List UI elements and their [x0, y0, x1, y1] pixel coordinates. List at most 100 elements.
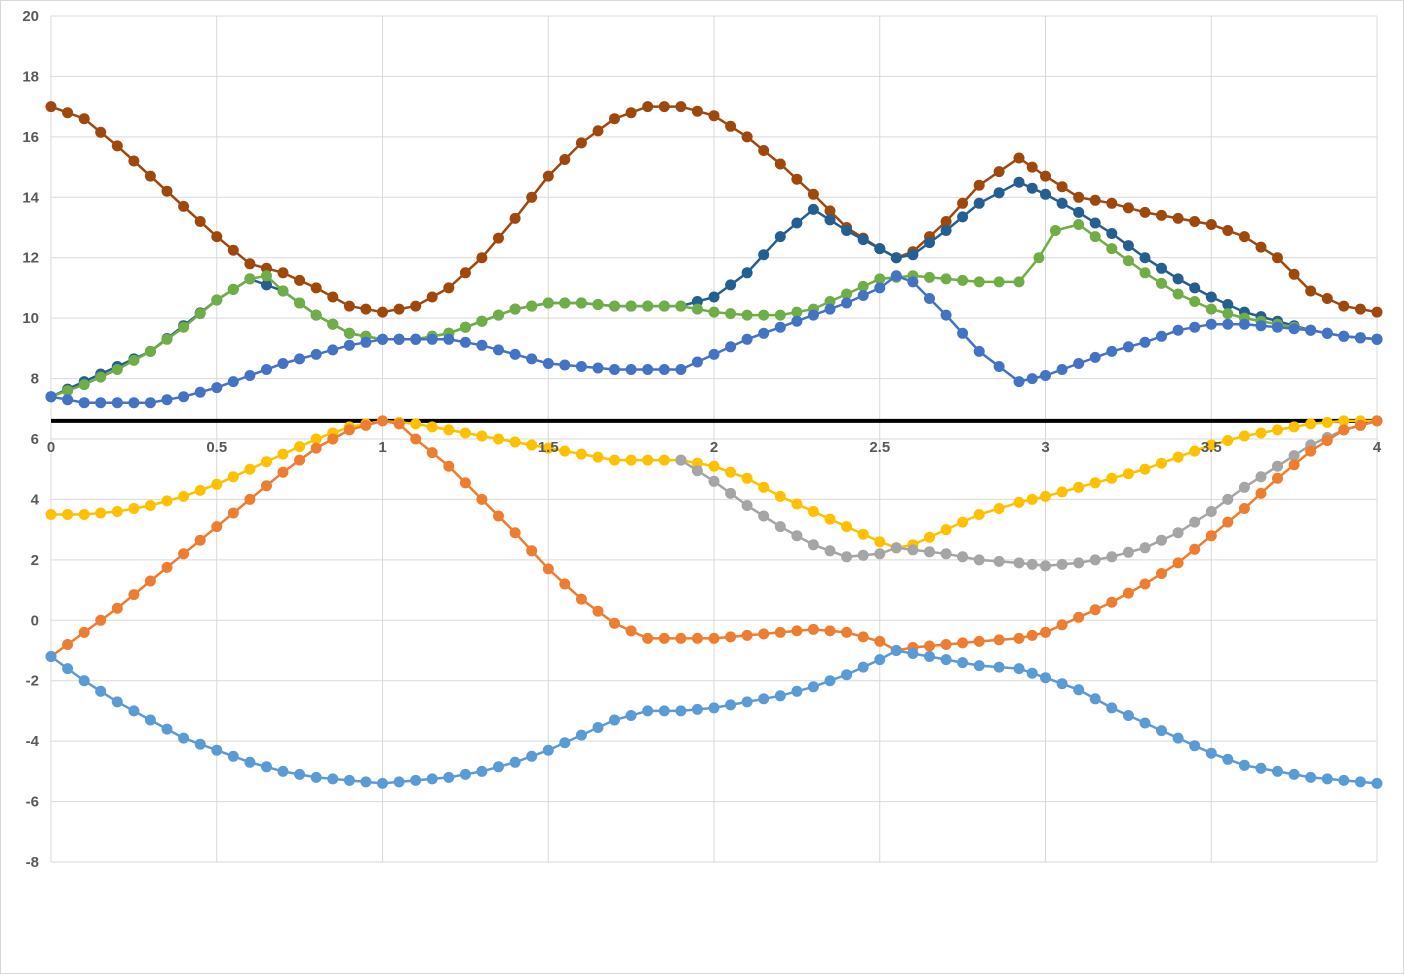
data-point [377, 777, 388, 789]
data-point [1139, 252, 1151, 264]
data-point [725, 487, 737, 499]
data-point [1040, 170, 1051, 182]
data-point [443, 282, 455, 294]
data-point [907, 276, 919, 288]
data-point [890, 252, 902, 264]
data-point [277, 267, 289, 279]
data-point [857, 290, 869, 301]
data-point [493, 510, 504, 522]
data-point [1189, 516, 1201, 528]
data-point [1040, 560, 1051, 572]
data-point [493, 344, 504, 356]
data-point [758, 481, 770, 493]
data-point [1189, 282, 1201, 294]
data-point [609, 454, 620, 466]
data-point [459, 267, 471, 279]
data-point [675, 454, 687, 466]
data-point [1026, 629, 1038, 641]
data-point [973, 179, 985, 191]
data-point [824, 205, 836, 217]
data-point [1122, 710, 1134, 721]
data-point [1122, 240, 1134, 252]
y-tick-label: 2 [31, 552, 39, 569]
data-point [907, 249, 919, 261]
data-point [294, 297, 306, 309]
data-point [62, 107, 74, 119]
data-point [807, 681, 819, 693]
data-point [360, 776, 372, 788]
data-point [1040, 188, 1051, 200]
data-point [526, 439, 538, 451]
data-point [1089, 351, 1101, 363]
data-point [758, 628, 770, 640]
data-point [1056, 558, 1068, 570]
data-point [1272, 321, 1283, 333]
data-point [625, 625, 637, 637]
data-point [890, 542, 902, 554]
data-point [924, 651, 935, 662]
data-point [725, 699, 737, 711]
data-point [244, 463, 256, 475]
data-point [294, 441, 306, 453]
data-point [128, 705, 140, 717]
data-point [1338, 424, 1350, 436]
data-point [128, 503, 140, 514]
data-point [924, 293, 935, 304]
data-point [890, 645, 902, 656]
data-point [741, 696, 753, 708]
data-point [1222, 435, 1234, 446]
data-point [78, 397, 90, 409]
data-point [459, 768, 471, 780]
data-point [857, 528, 869, 540]
data-point [658, 364, 670, 375]
data-point [144, 345, 156, 357]
data-point [559, 578, 571, 590]
data-point [708, 460, 720, 472]
data-point [791, 217, 803, 229]
data-point [1255, 471, 1267, 483]
data-point [1321, 327, 1333, 339]
data-point [261, 456, 272, 468]
data-point [509, 527, 521, 539]
data-point [261, 761, 272, 773]
data-point [741, 267, 753, 279]
data-point [993, 634, 1005, 646]
data-point [609, 300, 620, 312]
data-point [857, 234, 869, 246]
data-point [758, 309, 770, 321]
data-point [874, 548, 886, 560]
data-point [807, 539, 819, 551]
data-point [1139, 717, 1151, 729]
data-point [841, 225, 853, 236]
data-point [95, 126, 107, 138]
data-point [1172, 527, 1184, 539]
x-tick-label: 1.5 [538, 439, 559, 456]
data-point [310, 771, 322, 783]
data-point [111, 696, 123, 708]
data-point [1106, 596, 1118, 608]
data-point [310, 433, 322, 445]
data-point [1288, 459, 1300, 471]
data-point [1354, 332, 1366, 344]
data-point [1172, 273, 1184, 285]
data-point [642, 364, 654, 375]
data-point [1156, 568, 1167, 579]
data-point [343, 424, 355, 436]
data-point [144, 397, 156, 409]
data-point [211, 294, 223, 306]
data-point [1026, 667, 1038, 679]
y-tick-label: -2 [26, 673, 39, 690]
data-point [111, 397, 123, 409]
data-point [277, 765, 289, 777]
data-point [1089, 477, 1101, 489]
data-point [1122, 546, 1134, 558]
data-point [1056, 619, 1068, 631]
data-point [642, 705, 654, 717]
data-point [493, 433, 504, 445]
data-point [277, 466, 289, 478]
data-point [45, 509, 57, 520]
data-point [1189, 740, 1201, 752]
data-point [691, 105, 703, 117]
data-point [211, 744, 223, 756]
data-point [1156, 209, 1167, 221]
